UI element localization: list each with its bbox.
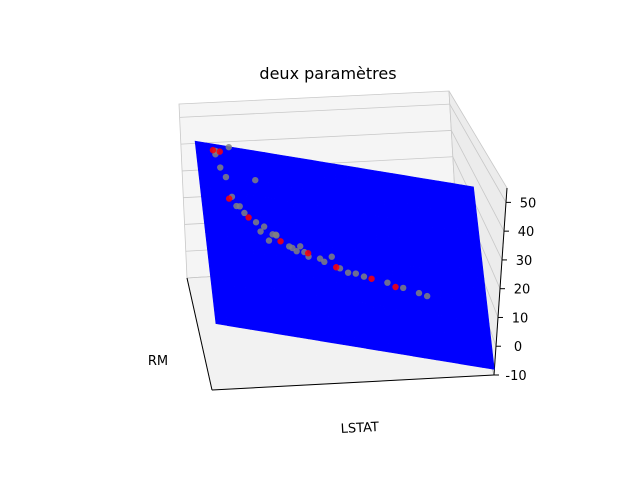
- z-axis-ticks: -10 0 10 20 30 40 50: [494, 196, 536, 384]
- chart-title: deux paramètres: [259, 64, 396, 83]
- scatter-points-front: [209, 143, 431, 300]
- test-point-5: [368, 275, 375, 282]
- train-point-10: [344, 269, 352, 276]
- train-point-12: [265, 237, 273, 244]
- train-point-32: [316, 255, 324, 262]
- z-tick-label-1: 0: [514, 340, 522, 355]
- y-axis-line: [211, 374, 495, 391]
- test-point-4: [245, 214, 252, 221]
- x-axis-label: RM: [148, 354, 168, 369]
- train-point-11: [360, 273, 368, 280]
- train-point-29: [217, 164, 224, 171]
- train-point-0: [252, 176, 259, 184]
- train-point-26: [423, 292, 431, 300]
- grid-line-back-6: [179, 103, 450, 118]
- grid-line-right-6: [449, 103, 507, 203]
- z-axis-line: [493, 187, 508, 376]
- test-point-0: [209, 146, 217, 154]
- grid-line-right-5: [450, 130, 505, 232]
- train-point-23: [252, 219, 260, 226]
- train-point-5: [328, 253, 335, 260]
- grid-line-right-4: [452, 156, 503, 261]
- train-point-28: [236, 203, 243, 210]
- y-axis-label: LSTAT: [340, 420, 379, 437]
- test-point-8: [225, 195, 233, 202]
- train-point-9: [257, 228, 264, 235]
- train-point-13: [241, 209, 248, 217]
- test-point-3: [333, 264, 340, 271]
- z-tick-label-6: 50: [520, 196, 537, 211]
- train-point-34: [272, 231, 280, 238]
- grid-line-back-5: [180, 130, 452, 145]
- train-point-18: [400, 284, 407, 292]
- train-point-4: [297, 243, 304, 250]
- train-point-3: [225, 143, 232, 151]
- train-point-27: [260, 223, 268, 230]
- train-point-17: [384, 279, 391, 286]
- train-point-25: [415, 289, 423, 297]
- test-point-1: [216, 148, 223, 155]
- test-point-6: [304, 250, 312, 257]
- train-point-31: [352, 270, 359, 277]
- train-point-35: [293, 248, 300, 255]
- z-tick-label-0: -10: [505, 369, 526, 384]
- plane-facet-95: [461, 184, 480, 233]
- test-point-9: [392, 283, 399, 291]
- z-tick-label-5: 40: [518, 225, 535, 240]
- z-tick-label-3: 20: [514, 283, 531, 298]
- z-tick-label-2: 10: [512, 311, 529, 326]
- test-point-2: [277, 238, 284, 245]
- x-axis-line: [186, 277, 213, 391]
- train-point-1: [222, 173, 230, 181]
- z-tick-label-4: 30: [516, 254, 533, 269]
